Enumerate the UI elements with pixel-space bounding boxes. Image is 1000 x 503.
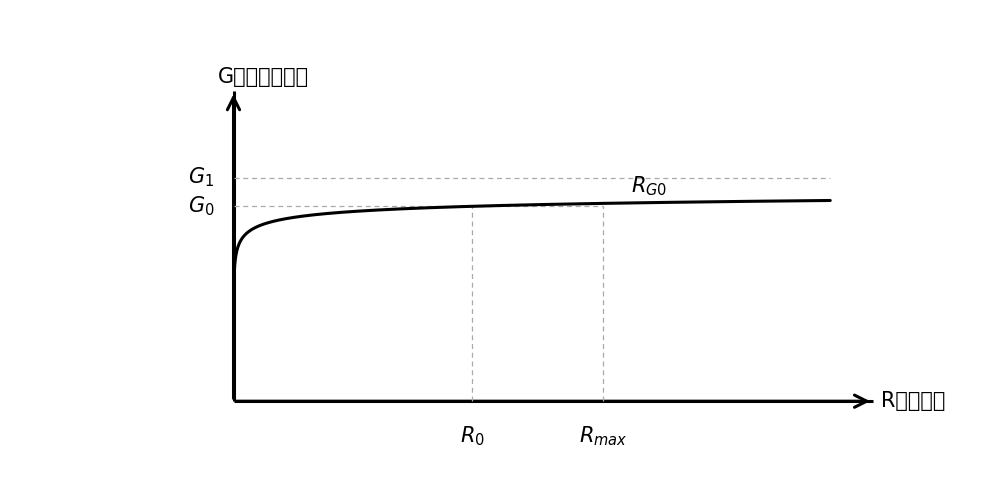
Text: R（转速）: R（转速）: [881, 391, 945, 411]
Text: $R_{max}$: $R_{max}$: [579, 425, 628, 448]
Text: $R_0$: $R_0$: [460, 425, 485, 448]
Text: $G_0$: $G_0$: [188, 195, 214, 218]
Text: $R_{G0}$: $R_{G0}$: [631, 175, 667, 198]
Text: G（混匀效果）: G（混匀效果）: [218, 67, 309, 88]
Text: $G_1$: $G_1$: [188, 166, 214, 190]
